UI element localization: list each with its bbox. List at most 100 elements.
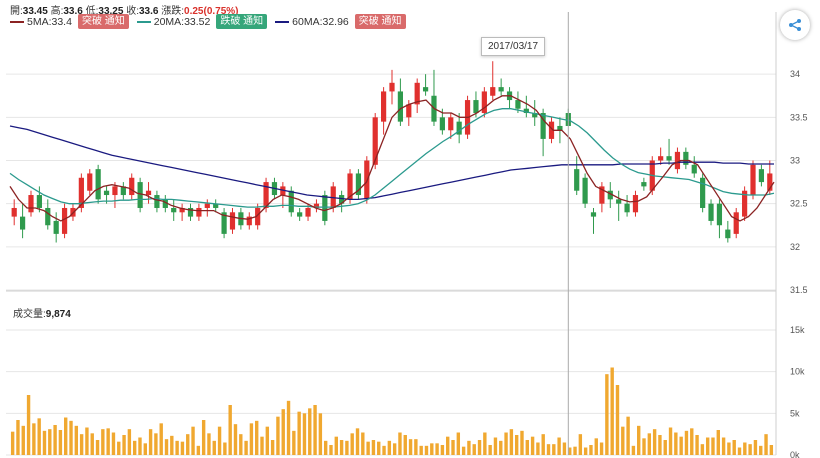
candle-body (288, 190, 294, 213)
ma60-swatch (275, 20, 290, 23)
volume-bar (186, 434, 190, 455)
candle-body (347, 173, 353, 200)
volume-bar (764, 434, 768, 455)
candle-body (103, 190, 110, 196)
ma60-line (9, 125, 774, 201)
candle-body (381, 91, 387, 122)
volume-bar (525, 440, 529, 455)
volume-bar (668, 427, 673, 455)
candle-body (758, 169, 765, 183)
candle-body (557, 125, 563, 131)
close-label: 收: (126, 6, 139, 17)
ma20-legend: 20MA:33.52 跌破 通知 (136, 14, 275, 29)
volume-bar (557, 437, 561, 455)
volume-value: 9,874 (45, 309, 71, 320)
candle-body (674, 151, 681, 170)
ma5-swatch (10, 20, 24, 23)
volume-bar (127, 429, 132, 455)
crosshair-date-tooltip: 2017/03/17 (481, 37, 546, 56)
volume-bar (361, 432, 365, 455)
candle-body (523, 108, 529, 114)
ma20-breakdown-notify-button[interactable]: 跌破 通知 (216, 14, 268, 29)
volume-bar (308, 408, 312, 455)
volume-bar (716, 430, 720, 455)
volume-bar (255, 420, 259, 455)
volume-bar (281, 409, 285, 455)
share-button[interactable] (780, 10, 810, 40)
candle-body (187, 207, 194, 217)
volume-bar (652, 429, 657, 455)
volume-bar (488, 445, 492, 455)
volume-bar (509, 429, 514, 455)
ma60-breakout-notify-button[interactable]: 突破 通知 (354, 14, 406, 29)
volume-bar (175, 440, 179, 455)
volume-bar (217, 426, 222, 455)
candle-body (154, 195, 160, 208)
volume-bar (382, 445, 386, 455)
volume-bar (265, 426, 270, 455)
volume-bar (599, 442, 604, 455)
candle-body (540, 113, 546, 139)
volume-bar (456, 432, 461, 455)
candle-body (490, 87, 496, 96)
candle-body (406, 104, 412, 118)
volume-bar (695, 435, 699, 455)
ma20-label: 20MA:33.52 (153, 15, 211, 28)
candle-body (582, 177, 588, 204)
volume-bar (143, 443, 147, 455)
volume-bar (32, 423, 36, 455)
candle-body (255, 207, 261, 226)
volume-bar (101, 429, 105, 455)
volume-bar (159, 423, 163, 455)
volume-bar (270, 440, 275, 455)
candle-body (590, 212, 597, 217)
volume-bar (674, 432, 678, 455)
volume-bar (329, 445, 333, 455)
volume-bar (132, 440, 137, 455)
low-value: 33.25 (98, 6, 124, 17)
ma5-breakout-notify-button[interactable]: 突破 通知 (77, 14, 129, 29)
volume-bar (286, 400, 291, 455)
open-value: 33.45 (22, 6, 48, 17)
price-tick-label: 31.5 (790, 285, 808, 295)
volume-bar (451, 440, 455, 455)
volume-bar (530, 436, 535, 455)
ma5-label: 5MA:33.4 (27, 15, 72, 28)
candle-body (229, 212, 236, 230)
volume-bar (658, 435, 662, 455)
volume-bar (424, 445, 429, 455)
volume-label: 成交量: (13, 309, 46, 320)
volume-bar (297, 411, 301, 455)
volume-bar (435, 443, 439, 455)
volume-bar (615, 385, 620, 455)
candle-body (78, 177, 84, 208)
volume-bar (737, 447, 742, 455)
volume-bar (430, 443, 434, 455)
volume-bar (477, 440, 482, 455)
volume-bar (260, 436, 264, 455)
candle-body (53, 220, 59, 234)
close-value: 33.6 (139, 6, 159, 17)
volume-bar (610, 367, 614, 455)
candle-body (397, 91, 403, 122)
volume-bar (461, 446, 466, 455)
volume-bar (621, 426, 625, 455)
volume-bar (541, 434, 545, 455)
candle-body (683, 151, 689, 165)
candle-body (322, 195, 328, 221)
volume-bar (16, 420, 20, 455)
ma60-legend: 60MA:32.96 突破 通知 (275, 14, 413, 29)
volume-bar (334, 436, 338, 455)
volume-bar (759, 445, 763, 455)
volume-bar (233, 424, 238, 455)
volume-bar (605, 374, 609, 455)
volume-bar (138, 437, 142, 455)
candle-body (61, 207, 68, 234)
volume-bar (414, 439, 418, 455)
change-label: 漲跌: (161, 6, 185, 17)
volume-bar (201, 420, 206, 455)
volume-bar (366, 441, 370, 455)
candle-body (36, 195, 42, 208)
ma20-swatch (136, 20, 151, 23)
candle-body (28, 195, 34, 213)
